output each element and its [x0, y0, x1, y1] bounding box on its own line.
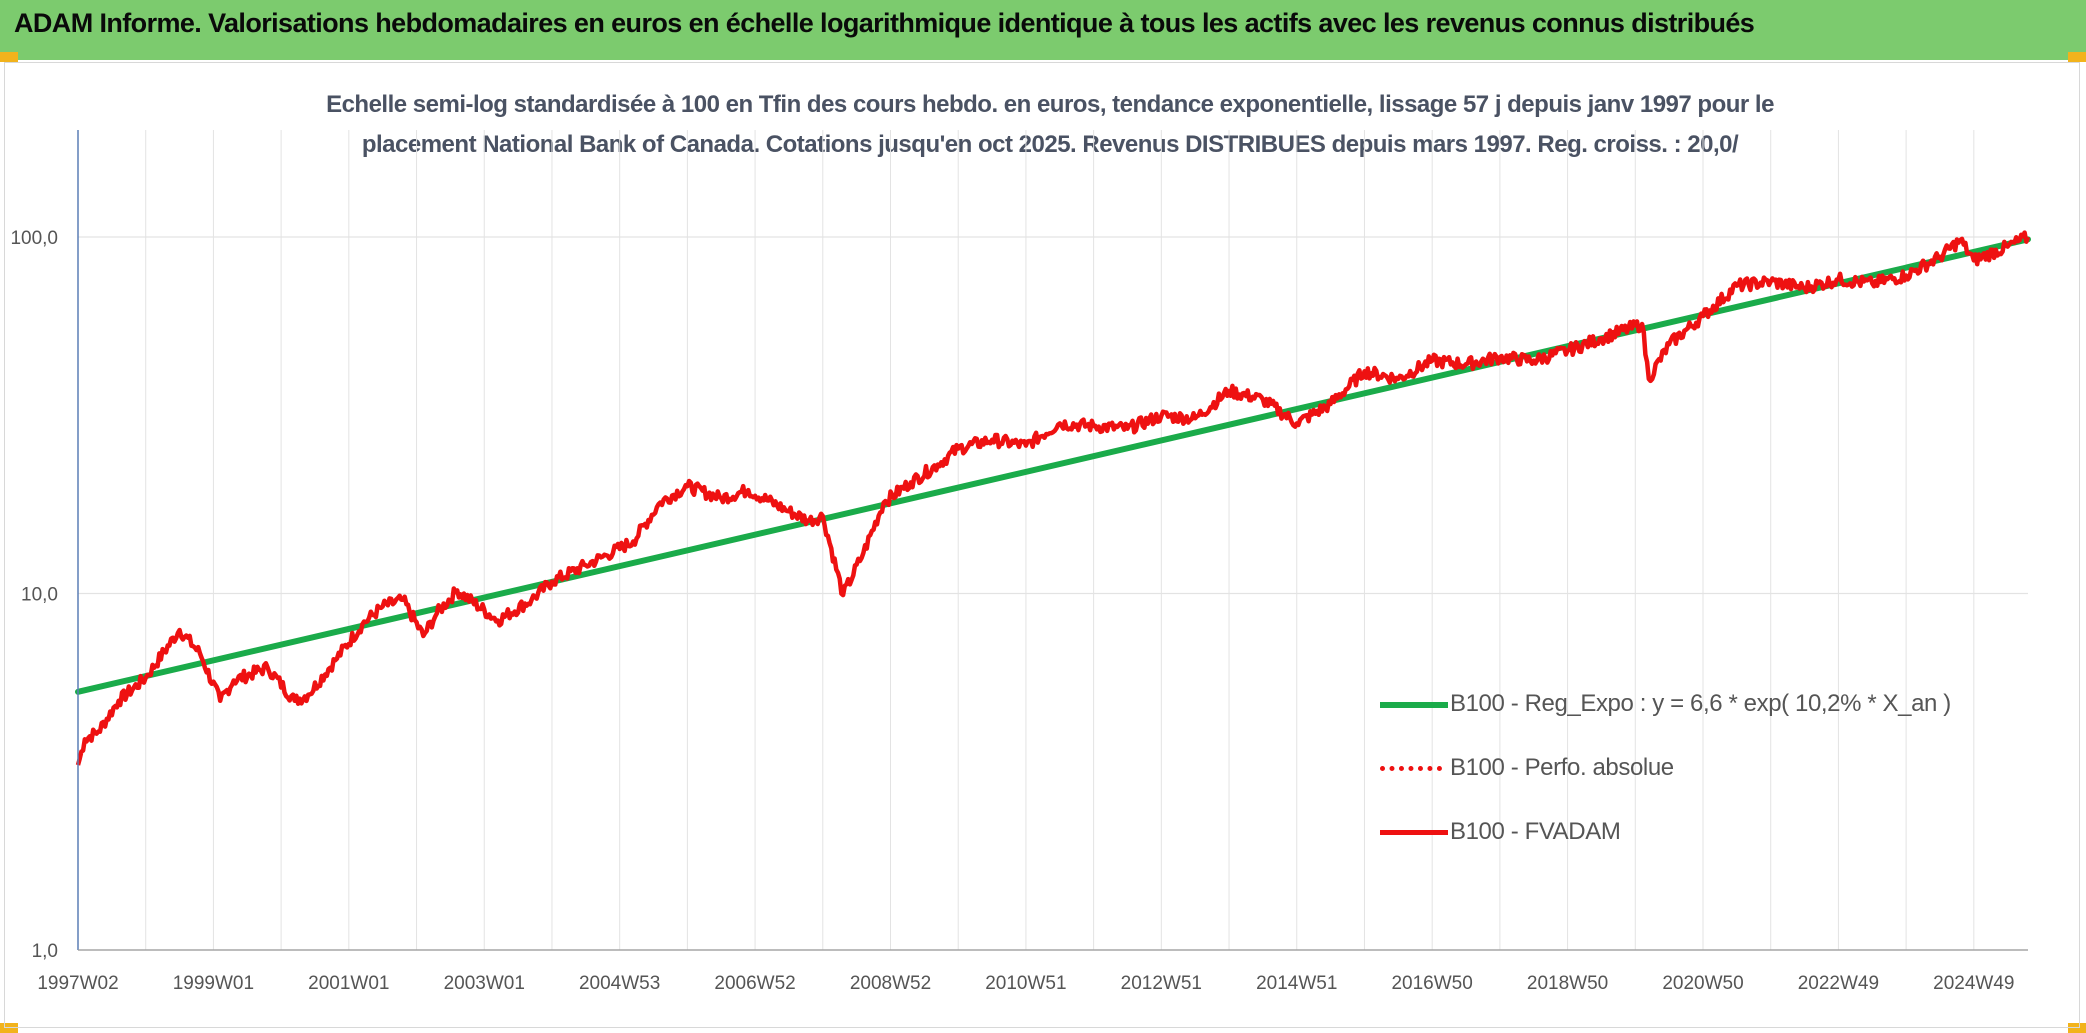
x-tick-label: 2008W52: [850, 973, 931, 994]
header-banner: ADAM Informe. Valorisations hebdomadaire…: [0, 0, 2086, 60]
legend-label-regression: B100 - Reg_Expo : y = 6,6 * exp( 10,2% *…: [1450, 690, 1951, 717]
chart-frame: [4, 62, 2080, 1028]
chart-title: Echelle semi-log standardisée à 100 en T…: [250, 85, 1850, 165]
x-tick-label: 2004W53: [579, 973, 660, 994]
x-tick-label: 2024W49: [1933, 973, 2014, 994]
legend-item-perfo: B100 - Perfo. absolue: [1380, 748, 2000, 788]
corner-marker: [0, 1023, 18, 1033]
y-tick-label: 1,0: [32, 941, 58, 962]
corner-marker: [2068, 1023, 2086, 1033]
legend-label-perfo: B100 - Perfo. absolue: [1450, 754, 1674, 781]
y-tick-label: 100,0: [10, 228, 58, 249]
x-tick-label: 1997W02: [37, 973, 118, 994]
legend-item-regression: B100 - Reg_Expo : y = 6,6 * exp( 10,2% *…: [1380, 684, 2000, 724]
legend-swatch-perfo: [1380, 766, 1442, 771]
legend-label-fvadam: B100 - FVADAM: [1450, 818, 1621, 845]
x-tick-label: 2001W01: [308, 973, 389, 994]
x-tick-label: 2006W52: [714, 973, 795, 994]
x-tick-label: 2018W50: [1527, 973, 1608, 994]
series-layer: [75, 230, 2031, 766]
corner-marker: [0, 52, 18, 62]
y-tick-label: 10,0: [21, 585, 58, 606]
x-tick-label: 2016W50: [1391, 973, 1472, 994]
axes: [77, 130, 2028, 951]
chart-title-line-2: placement National Bank of Canada. Cotat…: [361, 131, 1739, 158]
x-tick-label: 2010W51: [985, 973, 1066, 994]
chart-title-line-1: Echelle semi-log standardisée à 100 en T…: [326, 91, 1774, 118]
x-axis-ticks: 1997W02 1999W01 2001W01 2003W01 2004W53 2006W…: [37, 973, 2014, 994]
fvadam-line: [75, 230, 2031, 766]
regression-line: [75, 236, 2031, 695]
legend-swatch-fvadam: [1380, 830, 1448, 835]
x-tick-label: 2014W51: [1256, 973, 1337, 994]
corner-marker: [2068, 52, 2086, 62]
legend-swatch-regression: [1380, 702, 1448, 708]
x-tick-label: 2012W51: [1121, 973, 1202, 994]
y-axis-ticks: 1,0 10,0 100,0: [10, 228, 58, 962]
x-tick-label: 2003W01: [444, 973, 525, 994]
legend-item-fvadam: B100 - FVADAM: [1380, 812, 2000, 852]
report-title: ADAM Informe. Valorisations hebdomadaire…: [14, 8, 1755, 38]
x-tick-label: 2022W49: [1798, 973, 1879, 994]
x-tick-label: 2020W50: [1662, 973, 1743, 994]
x-tick-label: 1999W01: [173, 973, 254, 994]
